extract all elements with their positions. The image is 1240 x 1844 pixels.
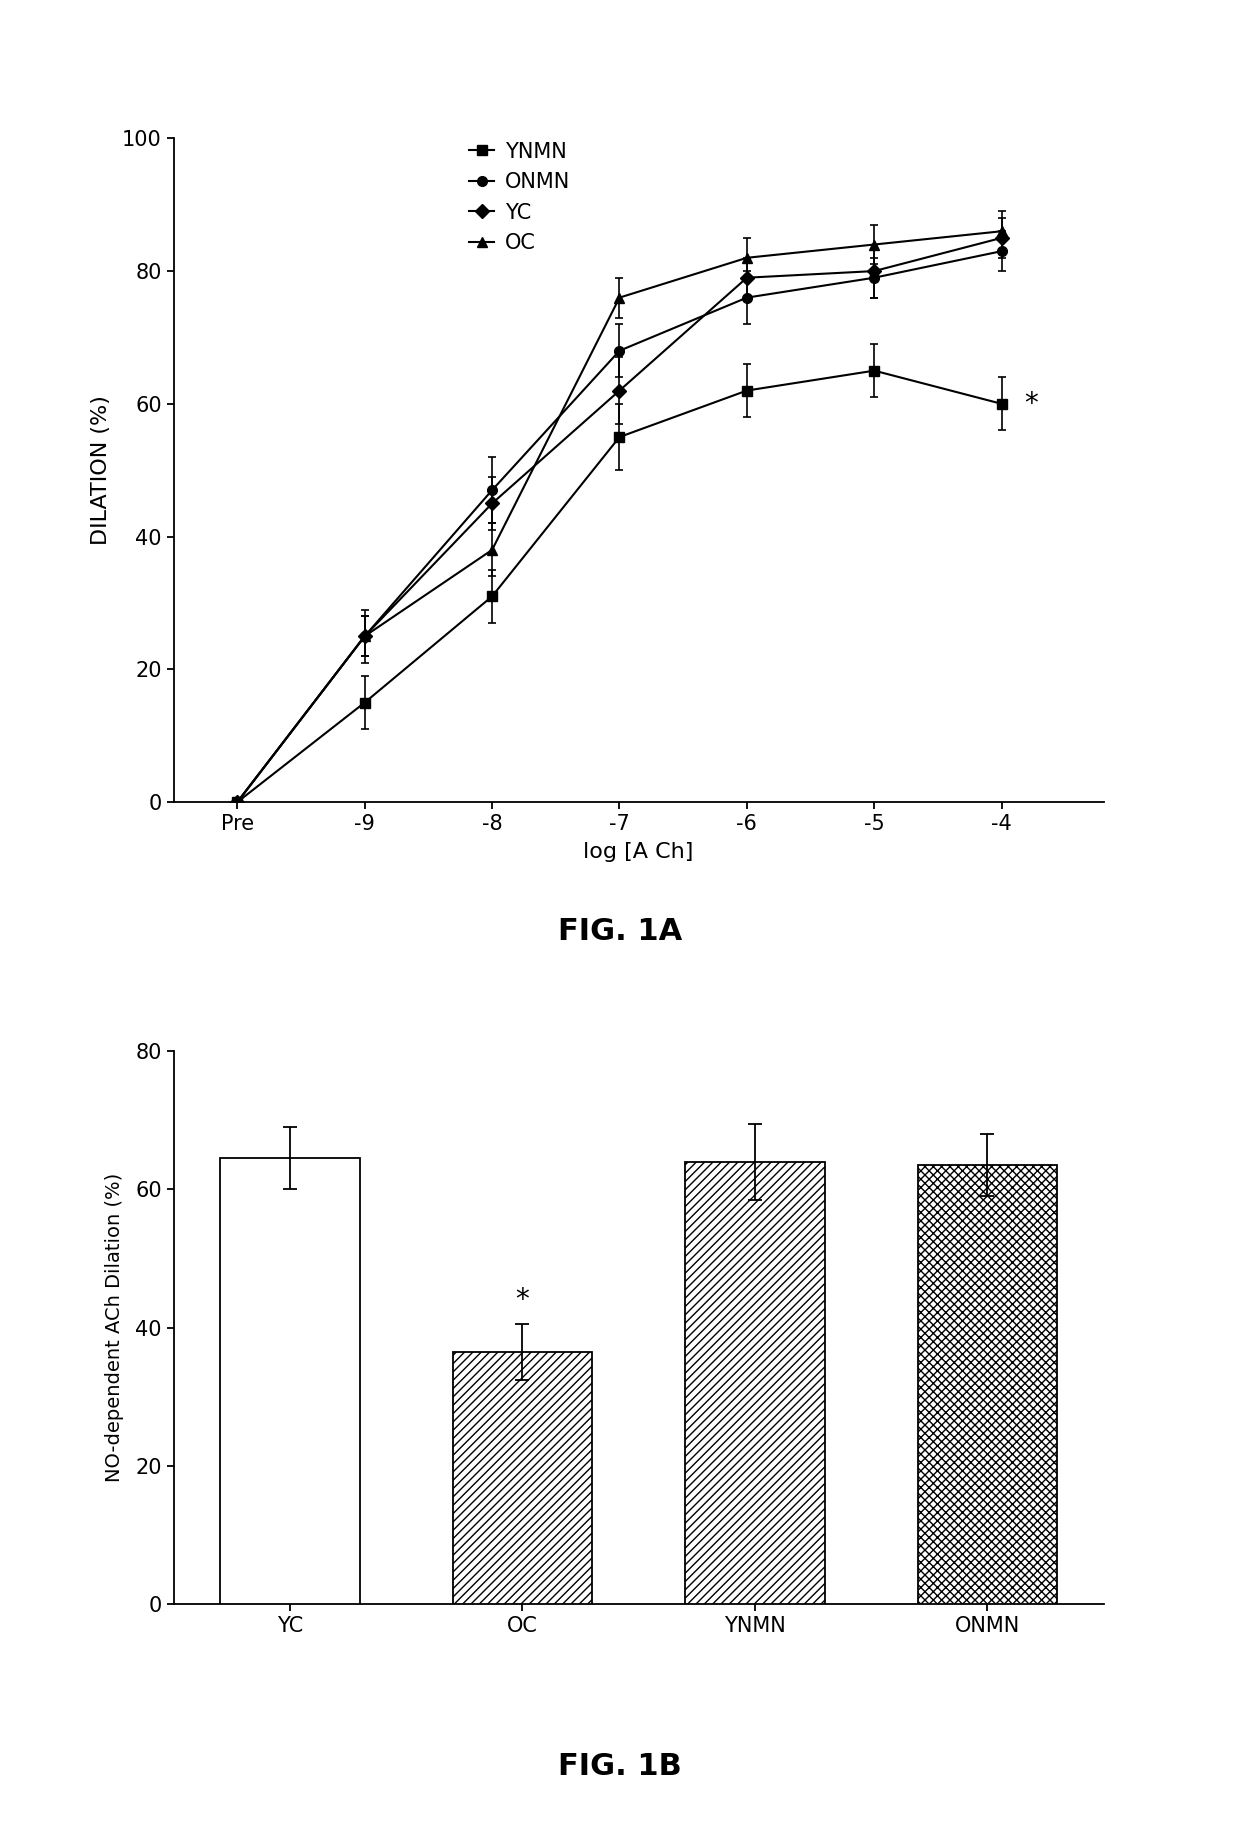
Bar [221,1158,360,1604]
Text: FIG. 1A: FIG. 1A [558,916,682,946]
Bar [684,1162,825,1604]
Text: FIG. 1B: FIG. 1B [558,1752,682,1781]
Legend: YNMN, ONMN, YC, OC: YNMN, ONMN, YC, OC [463,135,577,260]
Bar [918,1165,1056,1604]
X-axis label: log [A Ch]: log [A Ch] [583,843,694,863]
Text: *: * [1024,389,1038,419]
Y-axis label: NO-dependent ACh Dilation (%): NO-dependent ACh Dilation (%) [105,1173,124,1483]
Bar [453,1352,593,1604]
Y-axis label: DILATION (%): DILATION (%) [91,395,110,546]
Text: *: * [516,1285,529,1313]
